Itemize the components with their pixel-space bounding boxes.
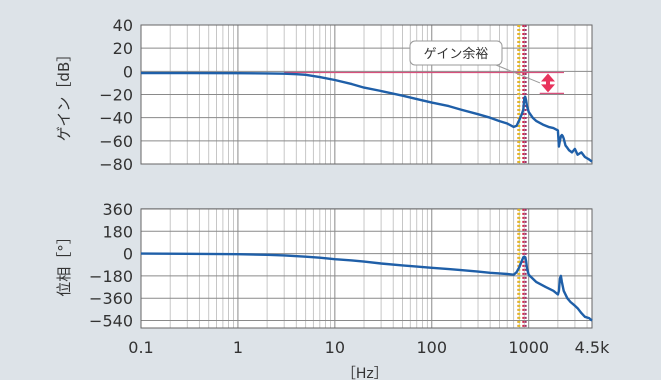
y-tick-label: 0 <box>123 62 133 81</box>
y-axis-label: 位相［°］ <box>55 229 73 297</box>
y-tick-label: −180 <box>89 267 133 286</box>
gain-margin-arrowhead-up <box>541 73 555 82</box>
y-tick-label: 40 <box>113 16 133 35</box>
annotation-box <box>409 40 503 66</box>
y-tick-label: −540 <box>89 312 133 331</box>
phase-chart: 360 180 0 −180 −360 −540 位相［°］ 0.1 1 10 100 1000 4.5… <box>55 200 610 380</box>
grid-lines <box>140 208 592 328</box>
grid-lines <box>140 24 592 165</box>
series-line <box>140 252 593 322</box>
gain-margin-label: ゲイン余裕 <box>424 46 489 62</box>
plot-frame <box>140 208 593 329</box>
y-tick-label: 360 <box>102 200 133 219</box>
x-tick-label: 0.1 <box>128 338 153 357</box>
gain-chart: 40 20 0 −20 −40 −60 −80 ゲイン［dB］ ゲイン余裕 <box>55 16 593 174</box>
y-tick-label: −20 <box>99 86 133 105</box>
plot-frame <box>140 24 593 165</box>
y-axis-label: ゲイン［dB］ <box>55 47 73 142</box>
y-tick-label: −80 <box>99 155 133 174</box>
y-tick-label: 0 <box>123 245 133 264</box>
x-tick-label: 1 <box>233 338 243 357</box>
y-tick-label: −360 <box>89 289 133 308</box>
x-tick-label: 4.5k <box>575 338 610 357</box>
x-axis-label: ［Hz］ <box>342 366 388 380</box>
y-tick-label: 180 <box>102 222 133 241</box>
y-tick-label: −40 <box>99 109 133 128</box>
x-tick-label: 100 <box>416 338 447 357</box>
gain-margin-arrowhead-down <box>541 84 555 93</box>
series-line <box>141 71 593 163</box>
x-tick-label: 10 <box>325 338 345 357</box>
x-tick-label: 1000 <box>508 338 549 357</box>
y-tick-label: −60 <box>99 132 133 151</box>
y-tick-label: 20 <box>113 39 133 58</box>
annotation-leader-line <box>495 64 541 84</box>
